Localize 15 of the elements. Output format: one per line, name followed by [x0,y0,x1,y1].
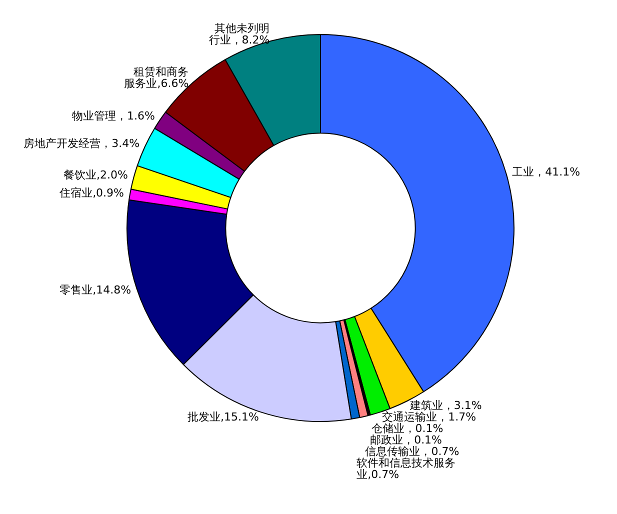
slice-label: 物业管理，1.6% [72,110,155,123]
slice-label: 批发业,15.1% [187,410,259,424]
slice-label: 信息传输业，0.7% [365,445,460,458]
slice-label: 零售业,14.8% [60,283,132,296]
slice-label: 建筑业，3.1% [408,399,482,412]
slice-label: 其他未列明行业，8.2% [208,22,270,47]
slice-label: 仓储业，0.1% [371,422,444,436]
slice-label: 交通运输业，1.7% [382,410,476,424]
slice-label: 餐饮业,2.0% [64,168,128,182]
slice-label: 工业，41.1% [512,166,580,179]
slice-label: 租赁和商务服务业,6.6% [124,65,189,90]
slice-label: 房地产开发经营，3.4% [24,136,140,150]
slice-label: 邮政业，0.1% [370,434,442,447]
slice-label: 软件和信息技术服务业,0.7% [356,456,456,482]
slice-label: 住宿业,0.9% [60,186,124,200]
